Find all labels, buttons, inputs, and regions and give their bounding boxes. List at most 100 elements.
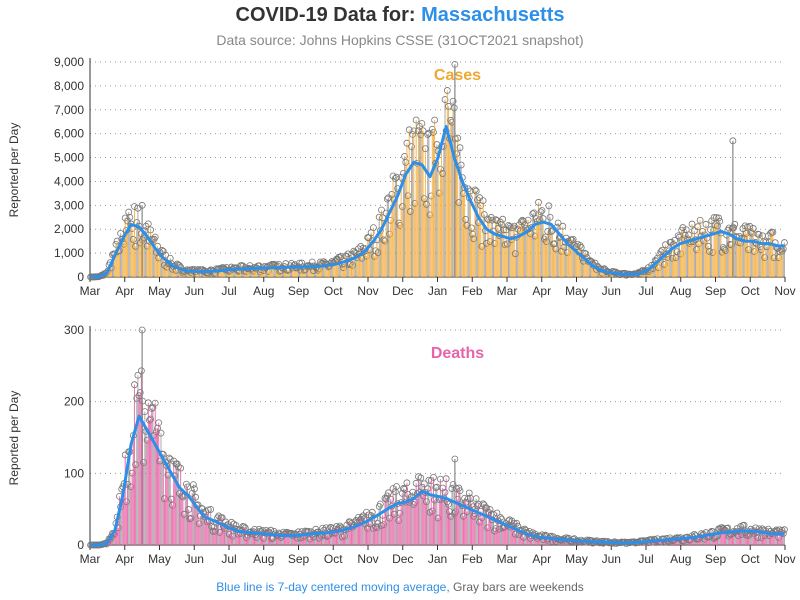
cases-marker	[730, 224, 738, 232]
deaths-marker	[144, 399, 152, 407]
cases-xtick-label: Apr	[115, 284, 134, 298]
cases-peak-marker	[729, 137, 737, 145]
cases-marker	[696, 216, 704, 224]
cases-xtick-label: Aug	[253, 284, 274, 298]
cases-marker	[544, 228, 552, 235]
cases-marker	[431, 116, 439, 124]
cases-marker	[528, 224, 535, 231]
cases-marker	[560, 243, 568, 251]
deaths-marker	[336, 522, 344, 530]
cases-marker	[694, 223, 702, 231]
cases-marker	[408, 143, 415, 151]
deaths-marker	[403, 479, 411, 487]
cases-marker	[749, 225, 757, 232]
cases-bars	[87, 87, 788, 281]
deaths-marker	[322, 524, 330, 532]
deaths-marker	[479, 500, 487, 508]
cases-ytick-label: 9,000	[54, 55, 84, 69]
deaths-marker	[485, 509, 493, 516]
deaths-marker	[473, 502, 481, 510]
deaths-marker	[425, 476, 433, 484]
deaths-marker	[215, 512, 223, 520]
cases-marker	[159, 247, 167, 255]
deaths-xtick-label: Sep	[705, 552, 727, 566]
deaths-marker	[417, 474, 425, 482]
deaths-marker	[173, 460, 181, 468]
deaths-marker	[232, 522, 240, 529]
cases-marker	[410, 127, 418, 135]
title-prefix: COVID-19 Data for:	[235, 4, 416, 26]
deaths-marker	[486, 506, 494, 513]
deaths-ytick-label: 0	[77, 538, 84, 552]
deaths-xtick-label: May	[565, 552, 588, 566]
cases-title: Cases	[434, 67, 481, 84]
deaths-xtick-label: Apr	[532, 552, 551, 566]
cases-marker	[673, 248, 681, 256]
cases-marker	[535, 198, 542, 206]
deaths-marker	[368, 508, 376, 516]
cases-marker	[545, 202, 553, 210]
deaths-peak-marker	[451, 455, 459, 463]
cases-marker	[131, 203, 138, 210]
deaths-marker	[441, 488, 449, 496]
deaths-panel: 0 100 200 300 Mar Apr May Jun Jul Aug Sep Oct Nov Dec…	[7, 323, 796, 566]
cases-marker	[430, 128, 437, 136]
cases-marker	[509, 224, 517, 232]
cases-marker	[757, 246, 765, 254]
deaths-marker	[781, 526, 788, 534]
deaths-marker	[184, 483, 191, 491]
cases-marker	[538, 207, 546, 214]
cases-marker	[443, 87, 451, 94]
cases-marker	[577, 244, 585, 251]
cases-marker	[679, 224, 687, 231]
cases-xtick-label: Jun	[602, 284, 621, 298]
deaths-marker	[155, 419, 163, 427]
deaths-ylabel: Reported per Day	[7, 391, 21, 486]
cases-marker	[480, 211, 488, 218]
deaths-marker	[225, 530, 233, 538]
deaths-marker	[513, 519, 520, 527]
cases-marker	[428, 125, 436, 133]
cases-marker	[423, 200, 430, 208]
cases-marker	[449, 97, 457, 105]
cases-marker	[479, 197, 487, 205]
cases-marker	[393, 173, 400, 181]
cases-marker	[417, 131, 425, 139]
cases-ytick-label: 7,000	[54, 103, 84, 117]
cases-peak-marker	[138, 201, 146, 209]
cases-marker	[471, 186, 479, 194]
deaths-marker	[136, 389, 144, 396]
deaths-marker	[240, 523, 248, 531]
cases-marker	[499, 215, 507, 223]
deaths-marker	[430, 473, 437, 481]
deaths-marker	[483, 504, 490, 512]
cases-marker	[389, 172, 397, 180]
deaths-bars	[87, 367, 788, 549]
deaths-xtick-label: Aug	[670, 552, 691, 566]
cases-ytick-label: 0	[77, 270, 84, 284]
deaths-marker	[189, 481, 197, 489]
deaths-marker	[147, 415, 155, 423]
cases-marker	[370, 224, 377, 231]
cases-xtick-label: Jan	[428, 284, 447, 298]
deaths-marker	[391, 488, 399, 496]
cases-marker	[142, 222, 150, 230]
deaths-marker	[740, 521, 748, 529]
cases-marker	[424, 131, 432, 138]
deaths-xtick-label: Oct	[324, 552, 343, 566]
deaths-marker	[412, 479, 420, 487]
cases-ytick-label: 6,000	[54, 127, 84, 141]
deaths-marker	[207, 506, 215, 513]
deaths-xtick-label: Apr	[115, 552, 134, 566]
footnote: Blue line is 7-day centered moving avera…	[0, 580, 800, 594]
cases-marker	[524, 216, 532, 224]
deaths-xtick-label: Nov	[357, 552, 378, 566]
cases-ylabel: Reported per Day	[7, 123, 21, 218]
cases-marker	[747, 228, 755, 236]
cases-xtick-label: Nov	[774, 284, 795, 298]
cases-marker	[403, 139, 411, 147]
cases-xtick-label: Oct	[741, 284, 760, 298]
cases-marker	[755, 231, 763, 238]
deaths-peak-marker	[138, 326, 146, 334]
cases-panel: 0 1,000 2,000 3,000 4,000 5,000 6,000 7,000 8,00…	[7, 55, 796, 298]
